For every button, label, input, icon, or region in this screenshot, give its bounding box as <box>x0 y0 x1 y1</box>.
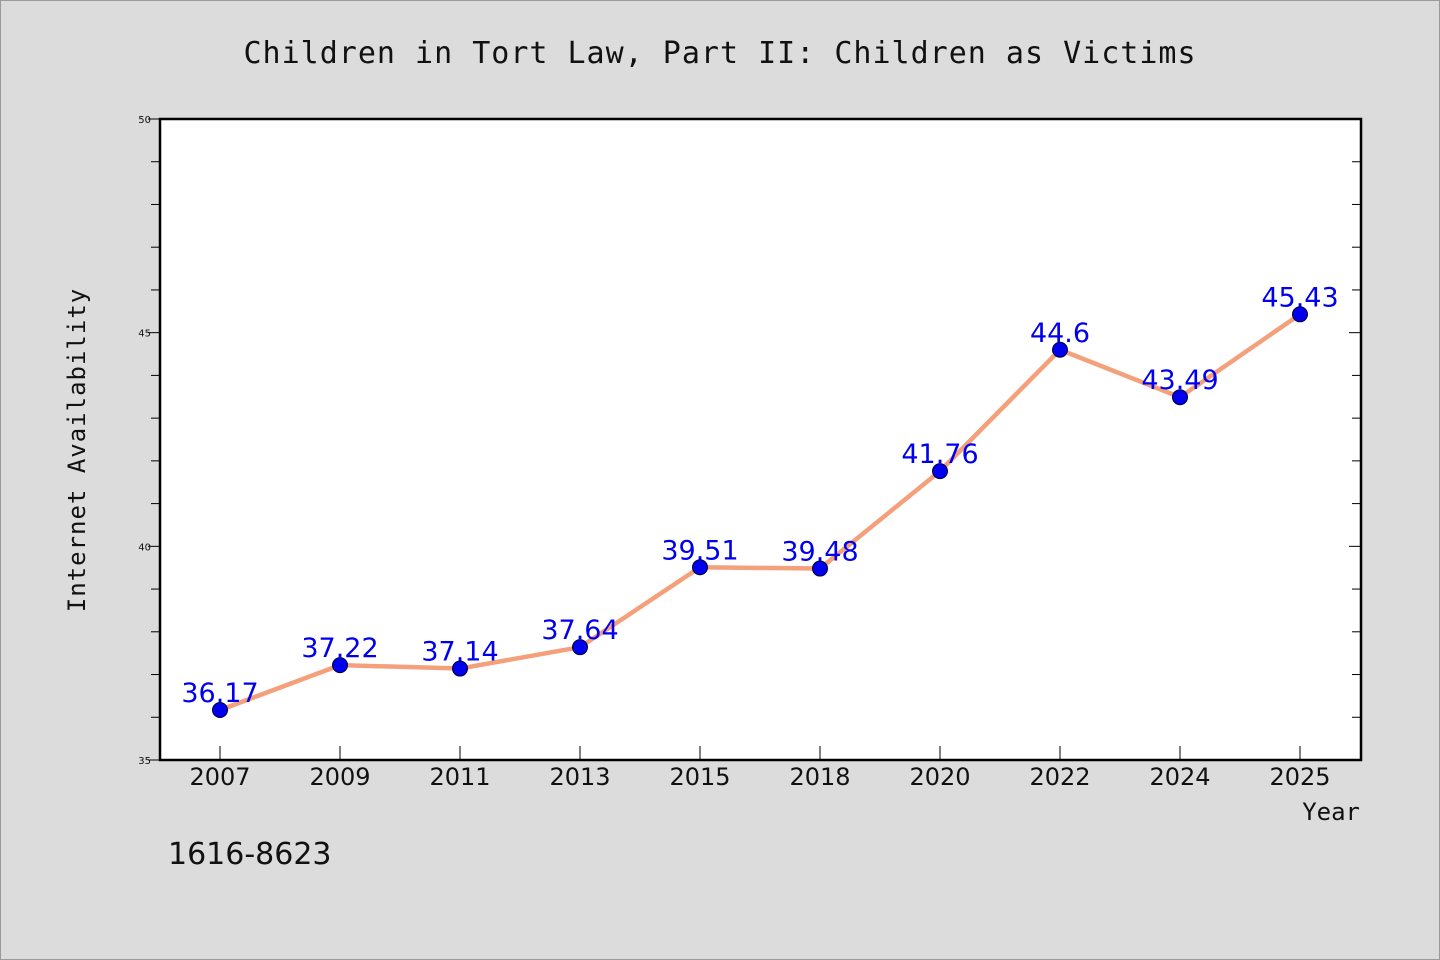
data-point <box>812 560 828 577</box>
y-axis-ticks: 35 40 45 50 <box>138 115 1361 767</box>
data-label: 44.6 <box>1030 318 1090 349</box>
data-label: 45.43 <box>1261 282 1338 313</box>
y-tick-label: 45 <box>138 329 151 340</box>
x-axis-ticks: 2007 2009 2011 2013 2015 2018 2020 2022 2024 2025 <box>189 746 1331 791</box>
data-point <box>932 463 948 480</box>
chart-title: Children in Tort Law, Part II: Children … <box>243 36 1196 71</box>
data-point <box>332 657 348 674</box>
data-label: 41.76 <box>901 439 978 470</box>
x-tick-label: 2011 <box>429 763 490 791</box>
y-tick-label: 40 <box>138 542 151 553</box>
x-tick-label: 2013 <box>549 763 610 791</box>
y-axis-label: Internet Availability <box>63 288 91 612</box>
data-point <box>1052 341 1068 358</box>
y-tick-label: 35 <box>138 756 151 767</box>
data-point <box>212 702 228 719</box>
data-label: 36.17 <box>181 678 258 709</box>
data-label: 39.48 <box>781 537 858 568</box>
series-line <box>217 312 1303 713</box>
x-tick-label: 2025 <box>1269 763 1330 791</box>
series-layer: 36.17 37.22 37.14 37.64 39.51 39.48 41.76 44.6 4… <box>181 282 1339 719</box>
x-axis-label: Year <box>1302 798 1360 826</box>
x-tick-label: 2015 <box>669 763 730 791</box>
plot-area <box>158 117 1363 762</box>
x-tick-label: 2020 <box>909 763 970 791</box>
footnote: 1616-8623 <box>168 837 332 872</box>
data-label: 43.49 <box>1141 365 1218 396</box>
data-label: 39.51 <box>661 535 738 566</box>
data-label: 37.14 <box>421 637 498 668</box>
y-tick-label: 50 <box>138 115 151 126</box>
data-point <box>692 559 708 576</box>
x-tick-label: 2024 <box>1149 763 1210 791</box>
data-point <box>1292 306 1308 323</box>
data-label: 37.64 <box>541 615 618 646</box>
data-point <box>572 639 588 656</box>
x-tick-label: 2022 <box>1029 763 1090 791</box>
x-tick-label: 2009 <box>309 763 370 791</box>
x-tick-label: 2018 <box>789 763 850 791</box>
data-label: 37.22 <box>301 633 378 664</box>
x-tick-label: 2007 <box>189 763 250 791</box>
data-point <box>452 660 468 677</box>
data-point <box>1172 389 1188 406</box>
